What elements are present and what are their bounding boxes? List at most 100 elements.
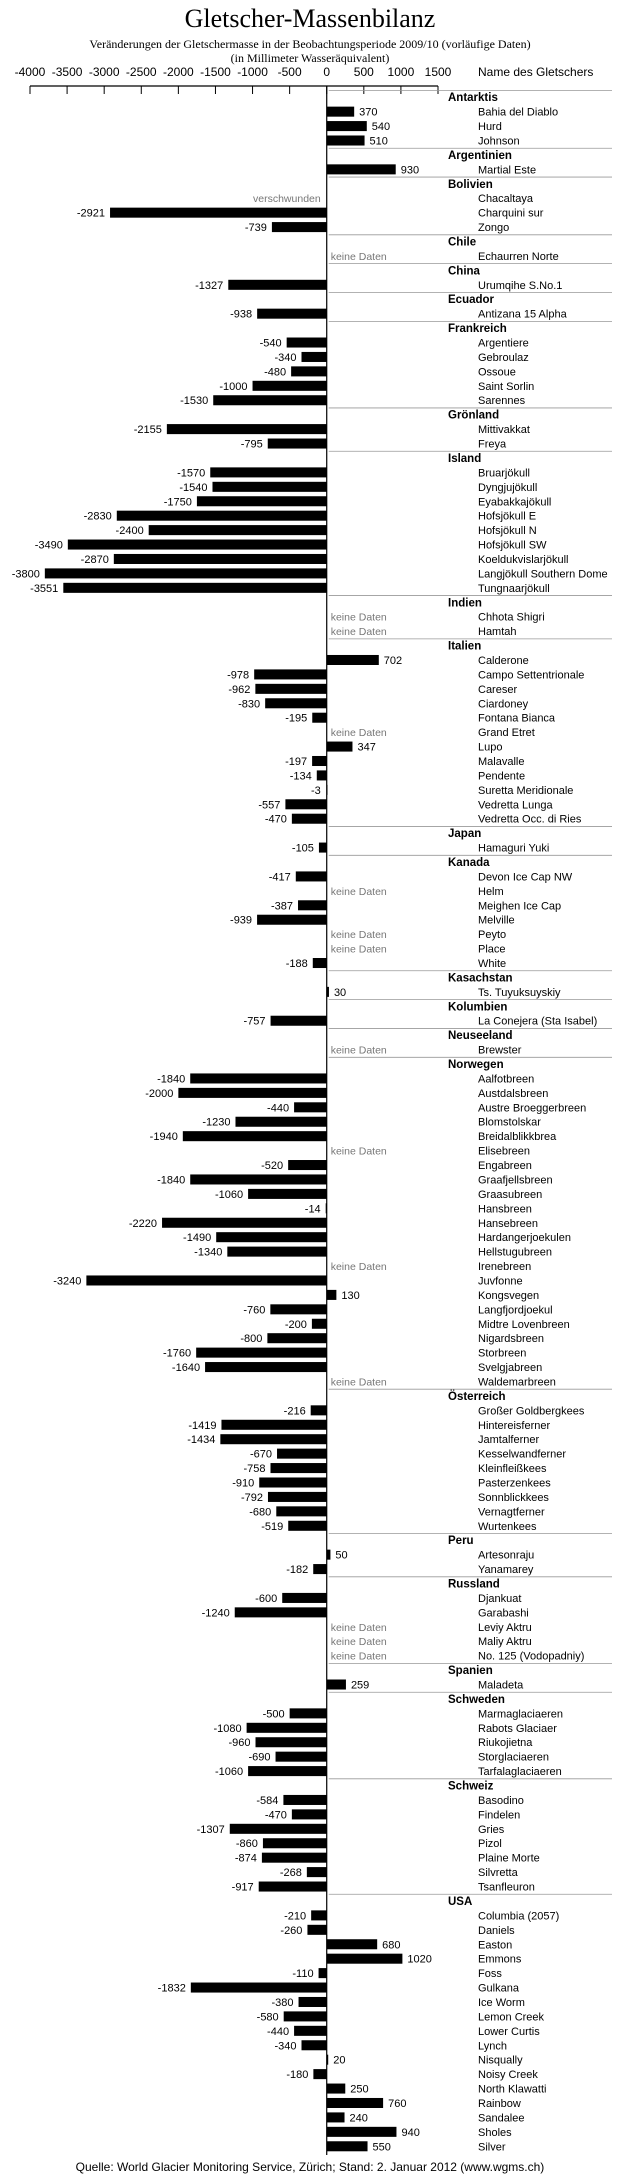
country-label: Kasachstan	[448, 972, 513, 984]
bar-value-label: 680	[382, 1939, 400, 1951]
bar-value-label: -500	[263, 1708, 285, 1720]
glacier-name-label: Place	[478, 944, 506, 956]
glacier-name-label: Melville	[478, 915, 515, 927]
country-label: Grönland	[448, 410, 499, 422]
bar-value-label: 760	[388, 2098, 406, 2110]
bar-value-label: -978	[227, 669, 249, 681]
x-tick-label: 0	[323, 65, 330, 79]
glacier-name-label: Chacaltaya	[478, 193, 534, 205]
country-label: Neuseeland	[448, 1030, 513, 1042]
glacier-name-label: Gulkana	[478, 1983, 520, 1995]
glacier-name-label: Midtre Lovenbreen	[478, 1319, 570, 1331]
bar-value-label: -1570	[177, 467, 205, 479]
glacier-name-label: Gebroulaz	[478, 352, 529, 364]
bar-value-label: -2830	[84, 511, 112, 523]
bar-value-label: -557	[258, 799, 280, 811]
bar-value-label: -910	[232, 1477, 254, 1489]
bar	[326, 2126, 397, 2137]
bar	[326, 784, 328, 795]
country-label: Kolumbien	[448, 1001, 507, 1013]
bar	[325, 1203, 327, 1214]
country-label: Italien	[448, 641, 481, 653]
bar-value-label: -3240	[53, 1275, 81, 1287]
glacier-name-label: Jamtalferner	[478, 1434, 539, 1446]
bar	[289, 1708, 327, 1719]
glacier-name-label: Breidalblikkbrea	[478, 1131, 557, 1143]
bar	[148, 525, 327, 536]
bar-value-label: -520	[261, 1160, 283, 1172]
bar	[277, 1448, 327, 1459]
chart-title: Gletscher-Massenbilanz	[184, 4, 436, 33]
bar-value-label: -1240	[202, 1607, 230, 1619]
bar	[282, 1592, 327, 1603]
country-label: Schweiz	[448, 1781, 494, 1793]
bar	[326, 1289, 337, 1300]
glacier-name-label: No. 125 (Vodopadniy)	[478, 1651, 584, 1663]
no-data-note: keine Daten	[331, 886, 387, 898]
glacier-name-label: Langfjordjoekul	[478, 1304, 553, 1316]
bar-value-label: -14	[305, 1203, 321, 1215]
bar-value-label: 50	[335, 1550, 347, 1562]
glacier-name-label: Sholes	[478, 2127, 512, 2139]
bar	[248, 1188, 327, 1199]
glacier-name-label: Tarfalaglaciaeren	[478, 1766, 562, 1778]
bar	[326, 2097, 384, 2108]
bar	[294, 1102, 327, 1113]
no-data-note: keine Daten	[331, 1045, 387, 1057]
glacier-name-label: Emmons	[478, 1954, 522, 1966]
glacier-name-label: Saint Sorlin	[478, 381, 534, 393]
bar	[326, 741, 353, 752]
bar-value-label: -670	[250, 1449, 272, 1461]
glacier-name-label: Charquini sur	[478, 208, 544, 220]
glacier-name-label: Hansebreen	[478, 1218, 538, 1230]
bar	[190, 1982, 327, 1993]
glacier-name-label: Hofsjökull E	[478, 511, 536, 523]
x-tick-label: -2500	[126, 65, 157, 79]
bar-value-label: -440	[267, 1102, 289, 1114]
bar	[205, 1362, 327, 1373]
bar	[270, 1304, 327, 1315]
bar-value-label: -387	[271, 900, 293, 912]
chart-unit-note: (in Millimeter Wasseräquivalent)	[230, 51, 390, 65]
bar	[301, 351, 327, 362]
chart-subtitle: Veränderungen der Gletschermasse in der …	[89, 37, 531, 51]
glacier-name-label: Nigardsbreen	[478, 1333, 544, 1345]
bar	[44, 568, 327, 579]
bar	[190, 1174, 327, 1185]
country-label: Peru	[448, 1535, 474, 1547]
glacier-name-label: Kleinfleißkees	[478, 1463, 547, 1475]
glacier-name-label: Hurd	[478, 121, 502, 133]
glacier-name-label: Riukojietna	[478, 1737, 533, 1749]
bar-value-label: -960	[228, 1737, 250, 1749]
bar	[295, 871, 327, 882]
glacier-name-label: Chhota Shigri	[478, 612, 545, 624]
bar	[213, 395, 327, 406]
bar-value-label: -519	[261, 1521, 283, 1533]
glacier-name-label: Pendente	[478, 770, 525, 782]
bar-value-label: -680	[249, 1506, 271, 1518]
bar-value-label: -182	[286, 1564, 308, 1576]
bar-value-label: -600	[255, 1593, 277, 1605]
country-label: Bolivien	[448, 179, 493, 191]
glacier-name-label: Kesselwandferner	[478, 1449, 566, 1461]
bar-value-label: -1307	[197, 1824, 225, 1836]
glacier-name-label: Grand Etret	[478, 727, 535, 739]
bar-value-label: -216	[284, 1405, 306, 1417]
glacier-name-label: Bruarjökull	[478, 467, 530, 479]
bar	[178, 1087, 327, 1098]
country-label: Russland	[448, 1579, 500, 1591]
x-tick-label: -3000	[89, 65, 120, 79]
bar	[196, 496, 327, 507]
bar	[310, 1405, 327, 1416]
glacier-name-label: Rainbow	[478, 2098, 521, 2110]
bar-value-label: -1230	[202, 1117, 230, 1129]
glacier-name-label: White	[478, 958, 506, 970]
country-label: Frankreich	[448, 323, 507, 335]
country-label: Österreich	[448, 1390, 506, 1403]
glacier-name-label: Sarennes	[478, 395, 526, 407]
bar	[298, 1996, 327, 2007]
bar	[318, 1968, 327, 1979]
bar	[257, 914, 327, 925]
glacier-name-label: Ice Worm	[478, 1997, 525, 2009]
glacier-name-label: North Klawatti	[478, 2084, 546, 2096]
